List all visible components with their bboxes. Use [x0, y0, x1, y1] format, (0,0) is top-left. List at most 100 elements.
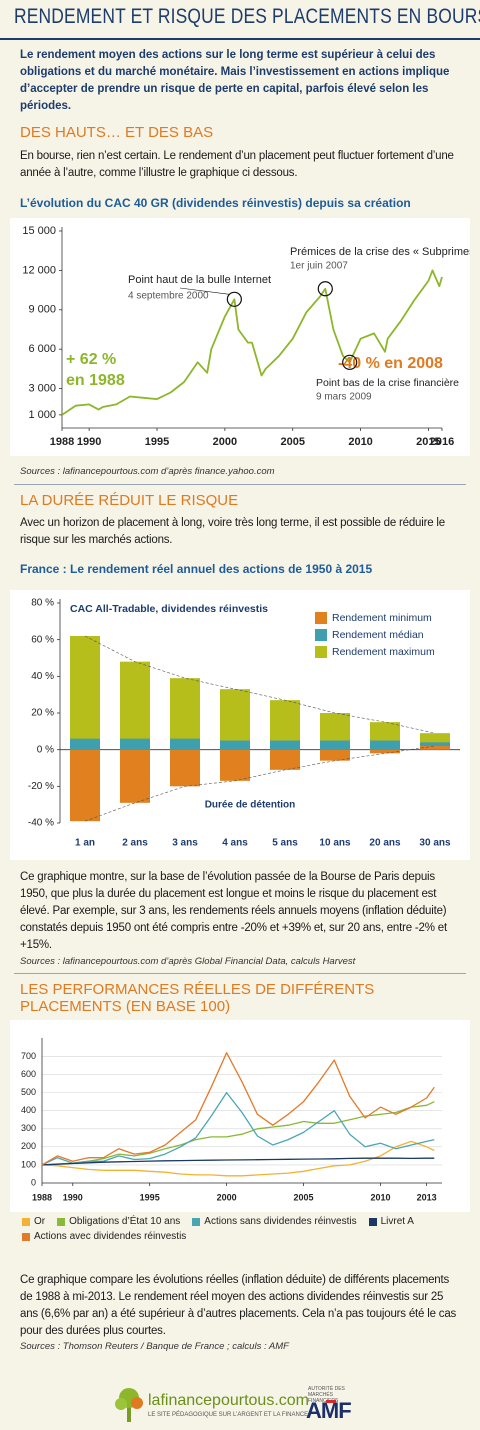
y-tick-label: 700 [21, 1051, 36, 1061]
y-tick-label: 12 000 [22, 264, 56, 276]
annotation: -40 % en 2008 [338, 355, 443, 372]
y-tick-label: 600 [21, 1069, 36, 1079]
x-tick-label: 2005 [280, 436, 304, 448]
divider [14, 973, 466, 974]
y-tick-label: 3 000 [28, 383, 56, 395]
section-heading: DES HAUTS… ET DES BAS [20, 124, 214, 141]
legend-label: Rendement minimum [332, 612, 432, 624]
bar [370, 749, 400, 754]
legend-label: Actions avec dividendes réinvestis [34, 1231, 187, 1242]
bar [220, 740, 250, 750]
annotation: Point haut de la bulle Internet [128, 274, 271, 286]
y-tick-label: 80 % [31, 598, 54, 609]
section-text: Avec un horizon de placement à long, voi… [20, 517, 445, 546]
divider [14, 484, 466, 485]
legend-swatch [315, 629, 327, 641]
bar [420, 742, 450, 750]
section-text: En bourse, rien n’est certain. Le rendem… [20, 150, 454, 179]
chart: 0 100 200 300 400 500 600 700 1988 1990 1995 2000 20… [10, 1020, 470, 1212]
legend-swatch [368, 1217, 377, 1226]
intro: Le rendement moyen des actions sur le lo… [20, 49, 450, 112]
legend-label: Livret A [380, 1216, 414, 1227]
bar [70, 636, 100, 750]
y-tick-label: 20 % [31, 708, 54, 719]
highlight-circle [317, 281, 333, 297]
annotation: Point bas de la crise financière [316, 377, 459, 389]
legend-label: Actions sans dividendes réinvestis [204, 1216, 357, 1227]
bar [420, 746, 450, 750]
x-tick-label: 2016 [430, 436, 454, 448]
x-tick-label: 4 ans [222, 838, 248, 849]
bar [320, 740, 350, 750]
x-tick-label: 1988 [32, 1192, 52, 1202]
legend-item: Or [22, 1216, 45, 1227]
series-line [41, 1157, 435, 1166]
y-tick-label: 6 000 [28, 343, 56, 355]
y-tick-label: 200 [21, 1141, 36, 1151]
chart-title: France : Le rendement réel annuel des ac… [20, 562, 373, 576]
site-logo-icon [115, 1388, 143, 1422]
source: Sources : lafinancepourtous.com d’après … [20, 466, 275, 477]
y-tick-label: 9 000 [28, 304, 56, 316]
trend-line [84, 635, 436, 734]
chart: 1 000 3 000 6 000 9 000 12 000 15 000 1988 1990… [10, 218, 470, 456]
y-tick-label: -40 % [28, 818, 54, 829]
bar [70, 749, 100, 822]
plot-background [10, 1020, 470, 1212]
site-logo: lafinancepourtous.com [148, 1392, 309, 1409]
x-tick-label: 2005 [294, 1192, 314, 1202]
series-line [61, 269, 443, 416]
x-axis-label: Durée de détention [205, 799, 296, 810]
x-tick-label: 2015 [416, 436, 440, 448]
x-tick-label: 1995 [140, 1192, 160, 1202]
legend-label: Or [34, 1216, 46, 1227]
annotation-leader [179, 287, 230, 295]
bar [220, 689, 250, 750]
bar [270, 749, 300, 770]
legend-swatch [57, 1217, 66, 1226]
y-tick-label: 0 % [37, 744, 54, 755]
legend-label: Rendement médian [332, 629, 424, 641]
annotation: en 1988 [66, 372, 125, 389]
legend-item: Obligations d’État 10 ans [57, 1216, 180, 1227]
x-tick-label: 2000 [213, 436, 237, 448]
y-tick-label: 300 [21, 1123, 36, 1133]
bar [270, 740, 300, 750]
legend-item: Livret A [368, 1216, 414, 1227]
x-tick-label: 10 ans [319, 838, 351, 849]
section-heading: LES PERFORMANCES RÉELLES DE DIFFÉRENTS P… [20, 981, 375, 1015]
x-tick-label: 5 ans [272, 838, 298, 849]
bar [120, 738, 150, 750]
annotation: 4 septembre 2000 [128, 291, 209, 302]
legend-swatch [192, 1217, 201, 1226]
trend-line [84, 745, 436, 822]
legend-label: Obligations d’État 10 ans [69, 1216, 181, 1227]
source: Sources : lafinancepourtous.com d’après … [20, 956, 356, 967]
y-tick-label: 40 % [31, 671, 54, 682]
x-tick-label: 1990 [77, 436, 101, 448]
chart-subtitle: CAC All-Tradable, dividendes réinvestis [70, 603, 268, 615]
amf-logo-accent [326, 1400, 336, 1403]
bar [170, 678, 200, 750]
title-rule [0, 38, 480, 40]
x-tick-label: 20 ans [369, 838, 401, 849]
highlight-circle [342, 354, 358, 370]
bar [370, 740, 400, 750]
plot-background [10, 218, 470, 456]
bar [220, 749, 250, 781]
bar [320, 749, 350, 761]
annotation: 9 mars 2009 [316, 392, 372, 403]
x-tick-label: 2 ans [122, 838, 148, 849]
chart: -40 % -20 % 0 % 20 % 40 % 60 % 80 % 1 an 2 ans 3 … [10, 590, 470, 860]
amf-name: AUTORITÉ DES MARCHÉS FINANCIERS [308, 1386, 345, 1404]
x-tick-label: 1988 [50, 436, 74, 448]
legend: Or Obligations d’État 10 ans Actions sans … [22, 1216, 462, 1242]
series-line [41, 1101, 435, 1166]
page-title: RENDEMENT ET RISQUE DES PLACEMENTS EN BO… [14, 5, 480, 28]
x-tick-label: 2010 [348, 436, 372, 448]
bar [170, 738, 200, 750]
y-tick-label: 15 000 [22, 225, 56, 237]
annotation: + 62 % [66, 351, 116, 368]
y-tick-label: 0 [31, 1177, 36, 1187]
x-tick-label: 30 ans [419, 838, 451, 849]
